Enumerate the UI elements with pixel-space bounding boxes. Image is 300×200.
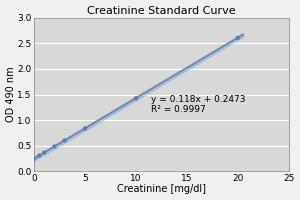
Title: Creatinine Standard Curve: Creatinine Standard Curve xyxy=(87,6,236,16)
Text: y = 0.118x + 0.2473
R² = 0.9997: y = 0.118x + 0.2473 R² = 0.9997 xyxy=(151,95,246,114)
Y-axis label: OD 490 nm: OD 490 nm xyxy=(6,67,16,122)
Point xyxy=(52,145,57,148)
X-axis label: Creatinine [mg/dl]: Creatinine [mg/dl] xyxy=(117,184,206,194)
Point xyxy=(32,157,37,160)
Point xyxy=(42,151,47,154)
Point xyxy=(236,36,240,39)
Point xyxy=(134,97,138,100)
Point xyxy=(37,154,42,157)
Point xyxy=(62,139,67,142)
Point xyxy=(82,127,87,130)
